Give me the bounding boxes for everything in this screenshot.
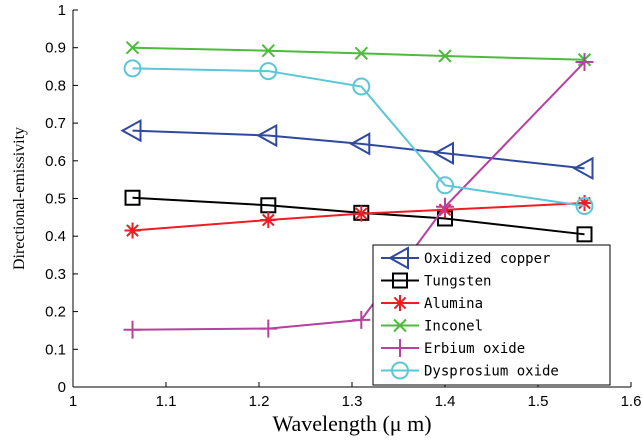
data-point-oxidized-copper <box>120 118 142 143</box>
series-oxidized-copper <box>120 118 594 181</box>
legend-marker <box>391 361 409 380</box>
y-tick-label: 0.6 <box>45 153 66 170</box>
data-point-inconel <box>261 44 276 58</box>
data-point-tungsten <box>576 226 593 243</box>
data-point-alumina <box>260 211 277 228</box>
data-point-oxidized-copper <box>256 123 278 148</box>
x-stroke <box>261 44 276 58</box>
axes: 1 1.1 1.2 1.3 1.4 1.5 1.6 0 0.1 0.2 0.3 0.4 0.5 0.6 0.… <box>45 2 641 410</box>
y-tick-label: 1 <box>58 2 66 19</box>
y-axis-label: Directional-emissivity <box>11 127 28 270</box>
x-axis-label: Wavelength (μ m) <box>272 411 431 436</box>
legend-entry-inconel: Inconel <box>381 319 483 335</box>
legend-marker <box>392 295 408 311</box>
y-tick-label: 0.4 <box>45 228 66 245</box>
y-tick-label: 0.3 <box>45 266 66 283</box>
data-point-alumina <box>353 205 370 222</box>
legend-label: Oxidized copper <box>424 251 550 267</box>
asterisk-stroke <box>354 207 368 220</box>
x-stroke <box>125 40 140 55</box>
x-tick-label: 1.6 <box>621 393 642 410</box>
data-point-tungsten <box>124 189 141 206</box>
data-point-erbium-oxide <box>436 197 454 216</box>
x-stroke <box>393 318 407 333</box>
legend-marker <box>393 318 407 333</box>
x-tick-label: 1 <box>69 393 77 410</box>
data-point-erbium-oxide <box>259 319 278 338</box>
x-tick-label: 1.2 <box>249 393 270 410</box>
series-line-oxidized-copper <box>132 129 585 170</box>
y-tick-label: 0 <box>58 379 66 396</box>
data-point-erbium-oxide <box>575 53 594 72</box>
data-point-oxidized-copper <box>349 132 371 156</box>
asterisk-stroke <box>393 296 407 310</box>
legend-box <box>372 244 611 386</box>
data-point-inconel <box>354 46 369 61</box>
legend: Oxidized copper Tungsten Alumina Inconel Erb… <box>372 244 611 386</box>
y-tick-label: 0.9 <box>45 40 66 57</box>
data-point-dysprosium-oxide <box>259 62 278 81</box>
data-point-inconel <box>438 49 452 63</box>
series-inconel <box>125 40 592 67</box>
legend-marker <box>391 339 409 357</box>
legend-label: Inconel <box>424 319 483 335</box>
x-stroke <box>354 46 369 61</box>
data-point-erbium-oxide <box>352 310 371 329</box>
data-point-dysprosium-oxide <box>575 197 594 216</box>
data-point-dysprosium-oxide <box>123 59 142 78</box>
legend-entry-tungsten: Tungsten <box>381 272 491 290</box>
legend-label: Alumina <box>424 296 483 312</box>
y-tick-label: 0.5 <box>45 191 66 208</box>
x-tick-label: 1.4 <box>435 393 456 410</box>
y-tick-label: 0.1 <box>45 341 66 358</box>
x-tick-label: 1.3 <box>342 393 363 410</box>
y-tick-label: 0.2 <box>45 304 66 321</box>
legend-entry-dysprosium-oxide: Dysprosium oxide <box>381 361 559 380</box>
x-tick-label: 1.1 <box>156 393 177 410</box>
data-point-oxidized-copper <box>432 141 454 165</box>
legend-marker <box>392 272 408 289</box>
x-stroke <box>438 49 452 63</box>
data-point-erbium-oxide <box>123 320 142 339</box>
x-tick-label: 1.5 <box>528 393 549 410</box>
data-point-inconel <box>125 40 140 55</box>
data-point-oxidized-copper <box>572 156 594 181</box>
plot-area <box>120 40 594 339</box>
y-tick-label: 0.7 <box>45 115 66 132</box>
legend-entry-erbium-oxide: Erbium oxide <box>381 339 525 357</box>
legend-entry-alumina: Alumina <box>381 295 483 312</box>
data-point-dysprosium-oxide <box>352 77 371 96</box>
asterisk-stroke <box>126 224 139 237</box>
legend-label: Erbium oxide <box>424 341 525 357</box>
legend-label: Dysprosium oxide <box>424 364 559 380</box>
asterisk-stroke <box>261 213 275 227</box>
legend-label: Tungsten <box>424 274 491 290</box>
series-dysprosium-oxide <box>123 59 594 216</box>
data-point-alumina <box>124 222 141 239</box>
y-tick-label: 0.8 <box>45 77 66 94</box>
series-line-dysprosium-oxide <box>132 67 585 208</box>
legend-entry-oxidized-copper: Oxidized copper <box>381 246 550 270</box>
data-point-dysprosium-oxide <box>436 176 454 195</box>
legend-marker <box>387 246 409 270</box>
series-erbium-oxide <box>123 53 594 339</box>
